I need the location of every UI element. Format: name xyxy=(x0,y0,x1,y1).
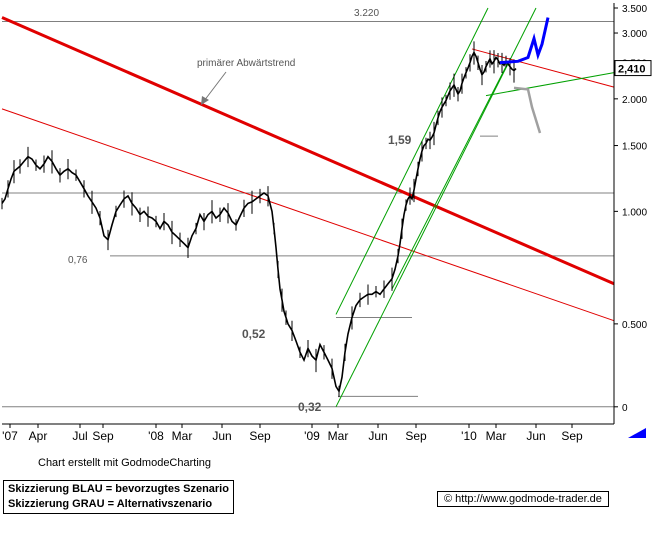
legend-gray: Skizzierung GRAU = Alternativszenario xyxy=(8,498,213,510)
support-label: 3.220 xyxy=(354,8,379,19)
legend-blue: Skizzierung BLAU = bevorzugtes Szenario xyxy=(8,483,229,495)
annotations: primärer Abwärtstrend xyxy=(197,58,295,105)
x-tick-label: Mar xyxy=(172,429,193,443)
scroll-marker xyxy=(628,428,646,438)
price-series xyxy=(1,41,517,398)
channel-lower-line xyxy=(335,7,537,408)
x-tick-label: Mar xyxy=(328,429,349,443)
support-label: 0,32 xyxy=(298,400,322,414)
y-tick-label: 3.000 xyxy=(622,29,647,40)
trend-annotation: primärer Abwärtstrend xyxy=(197,58,295,69)
gray-scenario-sketch xyxy=(513,86,542,134)
y-tick-label: 0 xyxy=(622,403,628,414)
y-tick-label: 3.500 xyxy=(622,4,647,15)
x-tick-label: Sep xyxy=(561,429,583,443)
y-tick-label: 1.500 xyxy=(622,142,647,153)
x-tick-label: '10 xyxy=(461,429,477,443)
scenario-legend: Skizzierung BLAU = bevorzugtes Szenario … xyxy=(3,480,234,514)
support-labels: 0,76 0,52 0,32 1,59 3.220 xyxy=(68,8,412,414)
support-label: 0,52 xyxy=(242,327,266,341)
support-label: 0,76 xyxy=(68,255,88,266)
x-tick-label: '08 xyxy=(148,429,164,443)
support-lines xyxy=(2,21,614,408)
x-tick-label: Sep xyxy=(249,429,271,443)
y-tick-label: 1.000 xyxy=(622,207,647,218)
x-tick-label: Mar xyxy=(486,429,507,443)
plot-area xyxy=(2,3,614,424)
x-tick-label: '09 xyxy=(304,429,320,443)
x-tick-label: Sep xyxy=(405,429,427,443)
short-downtrend-line xyxy=(471,48,615,88)
x-axis: '07 Apr Jul Sep '08 Mar Jun Sep '09 Mar Jun Sep '10 M… xyxy=(2,423,646,443)
annotation-arrowhead xyxy=(201,96,209,105)
channel-upper-line xyxy=(335,7,489,315)
x-tick-label: Jun xyxy=(526,429,545,443)
support-label: 1,59 xyxy=(388,133,412,147)
annotation-arrow xyxy=(203,71,227,102)
y-tick-label: 0.500 xyxy=(622,320,647,331)
last-price-label: 2,410 xyxy=(618,64,646,76)
x-tick-label: Jun xyxy=(368,429,387,443)
main-downtrend-line xyxy=(1,16,615,286)
x-tick-label: Jun xyxy=(212,429,231,443)
trend-lines xyxy=(1,7,615,408)
x-tick-label: Sep xyxy=(92,429,114,443)
y-axis: 3.5003.0002.5002.0001.5001.0000.50002,41… xyxy=(613,3,652,424)
channel-mid-line xyxy=(391,62,509,290)
last-price-box xyxy=(614,60,652,77)
secondary-downtrend-line xyxy=(1,108,615,322)
triangle-support-line xyxy=(485,72,615,97)
x-tick-label: Apr xyxy=(29,429,48,443)
price-line xyxy=(1,50,517,394)
x-tick-label: '07 xyxy=(2,429,18,443)
scenario-sketches xyxy=(499,17,550,134)
chart-credit: Chart erstellt mit GodmodeCharting xyxy=(38,457,212,469)
blue-scenario-sketch xyxy=(499,17,550,65)
x-tick-label: Jul xyxy=(72,429,87,443)
y-tick-label: 2.000 xyxy=(622,95,647,106)
source-link[interactable]: © http://www.godmode-trader.de xyxy=(437,491,609,507)
